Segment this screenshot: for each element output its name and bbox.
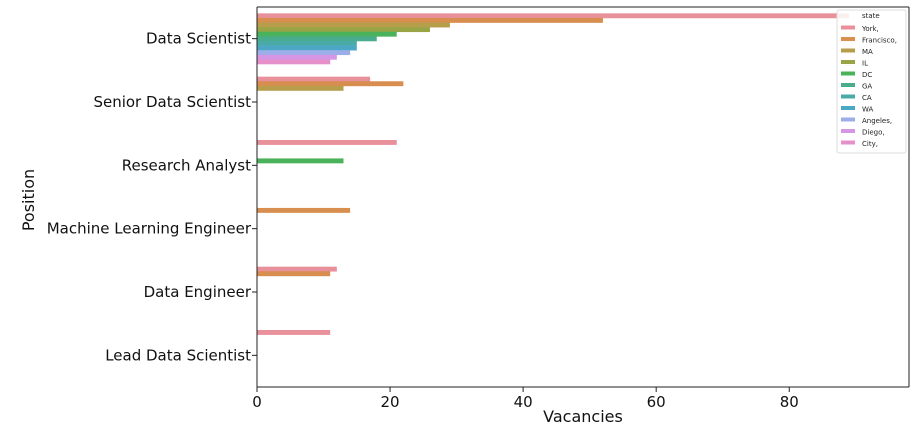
legend-entry-label: WA	[862, 106, 874, 114]
legend-swatch	[841, 83, 855, 87]
legend-entry-label: DC	[862, 71, 872, 79]
bar	[257, 22, 450, 28]
bar	[257, 17, 603, 23]
bar	[257, 330, 331, 335]
bar	[257, 54, 337, 60]
legend-entry-label: York,	[861, 25, 879, 33]
legend-swatch	[841, 25, 855, 30]
y-tick-label: Research Analyst	[122, 156, 251, 174]
y-tick-label: Senior Data Scientist	[93, 93, 251, 111]
legend-swatch	[841, 140, 855, 145]
bar	[257, 81, 404, 87]
bar	[257, 13, 850, 19]
y-tick-label: Lead Data Scientist	[105, 346, 251, 364]
legend: state York, Francisco, MA IL DC GA CA WA Angeles…	[836, 9, 907, 154]
bar	[257, 40, 357, 46]
bars-layer	[257, 13, 850, 335]
legend-swatch	[841, 60, 855, 64]
x-tick-label: 0	[252, 393, 262, 411]
bar	[257, 266, 337, 272]
x-tick-label: 20	[381, 393, 400, 411]
y-tick-label: Machine Learning Engineer	[47, 220, 252, 238]
legend-entry-label: CA	[862, 94, 872, 102]
bar	[257, 45, 357, 51]
x-tick-label: 60	[647, 393, 666, 411]
bar	[257, 31, 397, 37]
legend-entry-label: MA	[862, 48, 873, 56]
bar	[257, 59, 331, 65]
bar	[257, 140, 397, 145]
legend-entry-label: Angeles,	[862, 117, 892, 125]
y-tick-label: Data Engineer	[144, 283, 252, 301]
bar	[257, 76, 371, 82]
x-axis-label: Vacancies	[543, 407, 623, 426]
legend-swatch	[841, 117, 855, 122]
bar	[257, 36, 377, 42]
y-tick-label: Data Scientist	[146, 30, 251, 48]
bar	[257, 207, 351, 213]
legend-swatch	[841, 37, 855, 41]
legend-entry-label: Francisco,	[862, 37, 897, 45]
axes-layer: 0 20 40 60 80 Data Scientist Senior Data Scien…	[47, 6, 910, 411]
legend-swatch	[841, 106, 855, 110]
legend-frame	[836, 9, 907, 154]
legend-swatch	[841, 48, 855, 53]
legend-swatch	[841, 94, 855, 99]
bar	[257, 158, 344, 164]
y-axis-label: Position	[19, 169, 38, 231]
legend-swatch	[841, 71, 855, 76]
legend-entry-label: City,	[862, 140, 878, 148]
legend-entry-label: GA	[862, 83, 872, 91]
legend-swatch	[841, 129, 855, 133]
bar	[257, 85, 344, 91]
bar	[257, 50, 351, 56]
bar	[257, 27, 430, 33]
legend-entry-label: Diego,	[862, 129, 885, 137]
legend-title: state	[862, 12, 880, 20]
x-tick-label: 40	[514, 393, 533, 411]
legend-entry-label: IL	[862, 60, 868, 68]
bar	[257, 271, 331, 277]
x-tick-label: 80	[780, 393, 799, 411]
